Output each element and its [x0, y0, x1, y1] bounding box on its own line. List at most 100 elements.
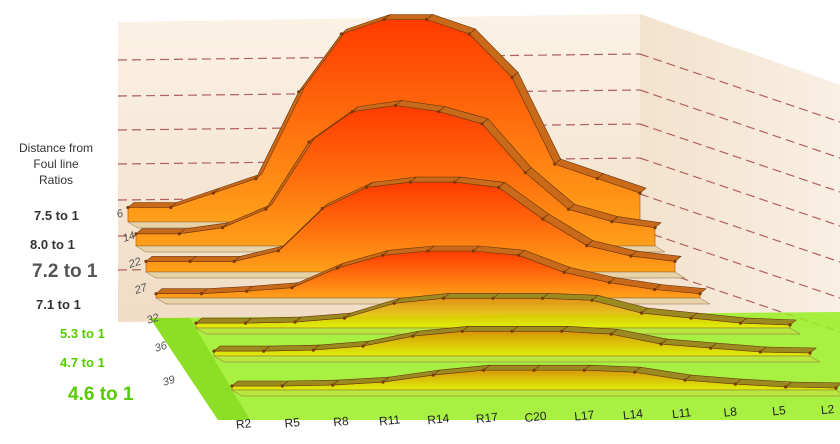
data-point — [560, 329, 564, 333]
series-ridge-segment — [155, 288, 209, 295]
data-point — [673, 259, 677, 263]
data-point — [382, 17, 386, 22]
depth-label: 27 — [132, 281, 149, 297]
depth-label: 32 — [145, 312, 160, 327]
data-point — [629, 254, 633, 258]
data-point — [733, 382, 737, 386]
data-point — [154, 292, 158, 296]
data-point — [335, 266, 339, 270]
series-ridge-segment — [492, 292, 550, 299]
data-point — [491, 296, 495, 300]
gridline — [117, 89, 641, 97]
data-point — [144, 259, 148, 263]
data-point — [633, 370, 637, 374]
data-point — [437, 110, 441, 114]
data-point — [177, 232, 181, 236]
depth-label: 22 — [126, 256, 142, 272]
depth-label: 39 — [161, 374, 176, 389]
data-point — [541, 217, 545, 221]
data-point — [738, 321, 743, 325]
x-tick-label: R5 — [284, 415, 301, 431]
gridline — [639, 53, 840, 123]
data-point — [425, 17, 429, 22]
data-point — [392, 301, 396, 305]
series-ridge-segment — [533, 364, 592, 371]
data-point — [639, 311, 644, 315]
data-point — [808, 351, 812, 355]
axis-title: Distance from Foul line Ratios — [0, 140, 112, 188]
x-axis-labels: R2 R5 R8 R11 R14 R17 C20 L17 L14 L11 L8 L5 L2 — [235, 402, 835, 432]
depth-label: 36 — [153, 339, 169, 354]
x-tick-label: L14 — [622, 406, 644, 422]
data-point — [293, 320, 297, 324]
series-ridge-segment — [195, 317, 253, 324]
data-point — [467, 32, 471, 36]
depth-axis-labels: 6 14 22 27 32 36 39 — [115, 207, 176, 389]
data-point — [595, 177, 599, 181]
data-point — [638, 191, 642, 195]
axis-title-line: Ratios — [38, 173, 73, 187]
gridline — [639, 193, 840, 263]
series-row-39 — [230, 364, 840, 397]
data-point — [243, 321, 248, 325]
x-tick-label: R8 — [333, 414, 350, 430]
x-tick-label: R2 — [235, 416, 252, 432]
data-point — [659, 342, 663, 346]
data-point — [482, 368, 486, 372]
axis-title-line: Distance from — [18, 141, 94, 155]
series-ridge-segment — [145, 256, 197, 262]
data-point — [320, 206, 324, 211]
data-point — [350, 110, 354, 114]
data-point — [788, 323, 792, 327]
data-point — [342, 316, 347, 320]
data-point — [609, 332, 613, 336]
ratio-label: 7.2 to 1 — [32, 261, 98, 282]
data-point — [426, 249, 430, 253]
series-ridge-segment — [281, 379, 340, 387]
data-point — [441, 296, 446, 300]
data-point — [590, 298, 594, 302]
series-ridge-segment — [244, 316, 302, 324]
ratio-label: 5.3 to 1 — [60, 326, 105, 341]
data-point — [254, 177, 258, 181]
row-floor-band — [231, 389, 840, 397]
data-point — [364, 185, 368, 189]
data-point — [194, 321, 198, 325]
series-row-36 — [212, 325, 821, 363]
series-ridge-segment — [511, 325, 569, 332]
data-point — [331, 383, 335, 387]
data-point — [307, 140, 311, 144]
ratio-label: 4.6 to 1 — [68, 384, 134, 405]
data-point — [339, 32, 343, 36]
x-tick-label: R17 — [475, 410, 499, 426]
floor-edge — [150, 318, 250, 420]
series-ridge-segment — [461, 325, 519, 332]
data-point — [585, 244, 589, 248]
series-ridge-segment — [596, 173, 647, 194]
chart-series-layer — [126, 14, 840, 397]
series-ridge-segment — [262, 344, 321, 352]
series-ridge-segment — [739, 317, 797, 326]
data-point — [230, 384, 234, 388]
x-tick-label: L5 — [772, 403, 787, 418]
data-point — [212, 349, 216, 353]
data-point — [311, 348, 315, 352]
ratio-label: 7.5 to 1 — [34, 208, 79, 223]
gridline — [639, 157, 840, 227]
gridline — [117, 123, 641, 131]
data-point — [566, 207, 571, 211]
data-point — [517, 253, 521, 257]
data-point — [689, 316, 693, 320]
data-point — [134, 232, 138, 236]
data-point — [553, 162, 557, 166]
gridline — [117, 53, 641, 61]
data-point — [510, 75, 514, 79]
data-point — [393, 103, 398, 108]
data-point — [262, 349, 266, 353]
series-ridge-segment — [213, 345, 271, 352]
x-tick-label: L8 — [723, 404, 738, 419]
data-point — [480, 122, 484, 126]
data-point — [199, 292, 203, 296]
